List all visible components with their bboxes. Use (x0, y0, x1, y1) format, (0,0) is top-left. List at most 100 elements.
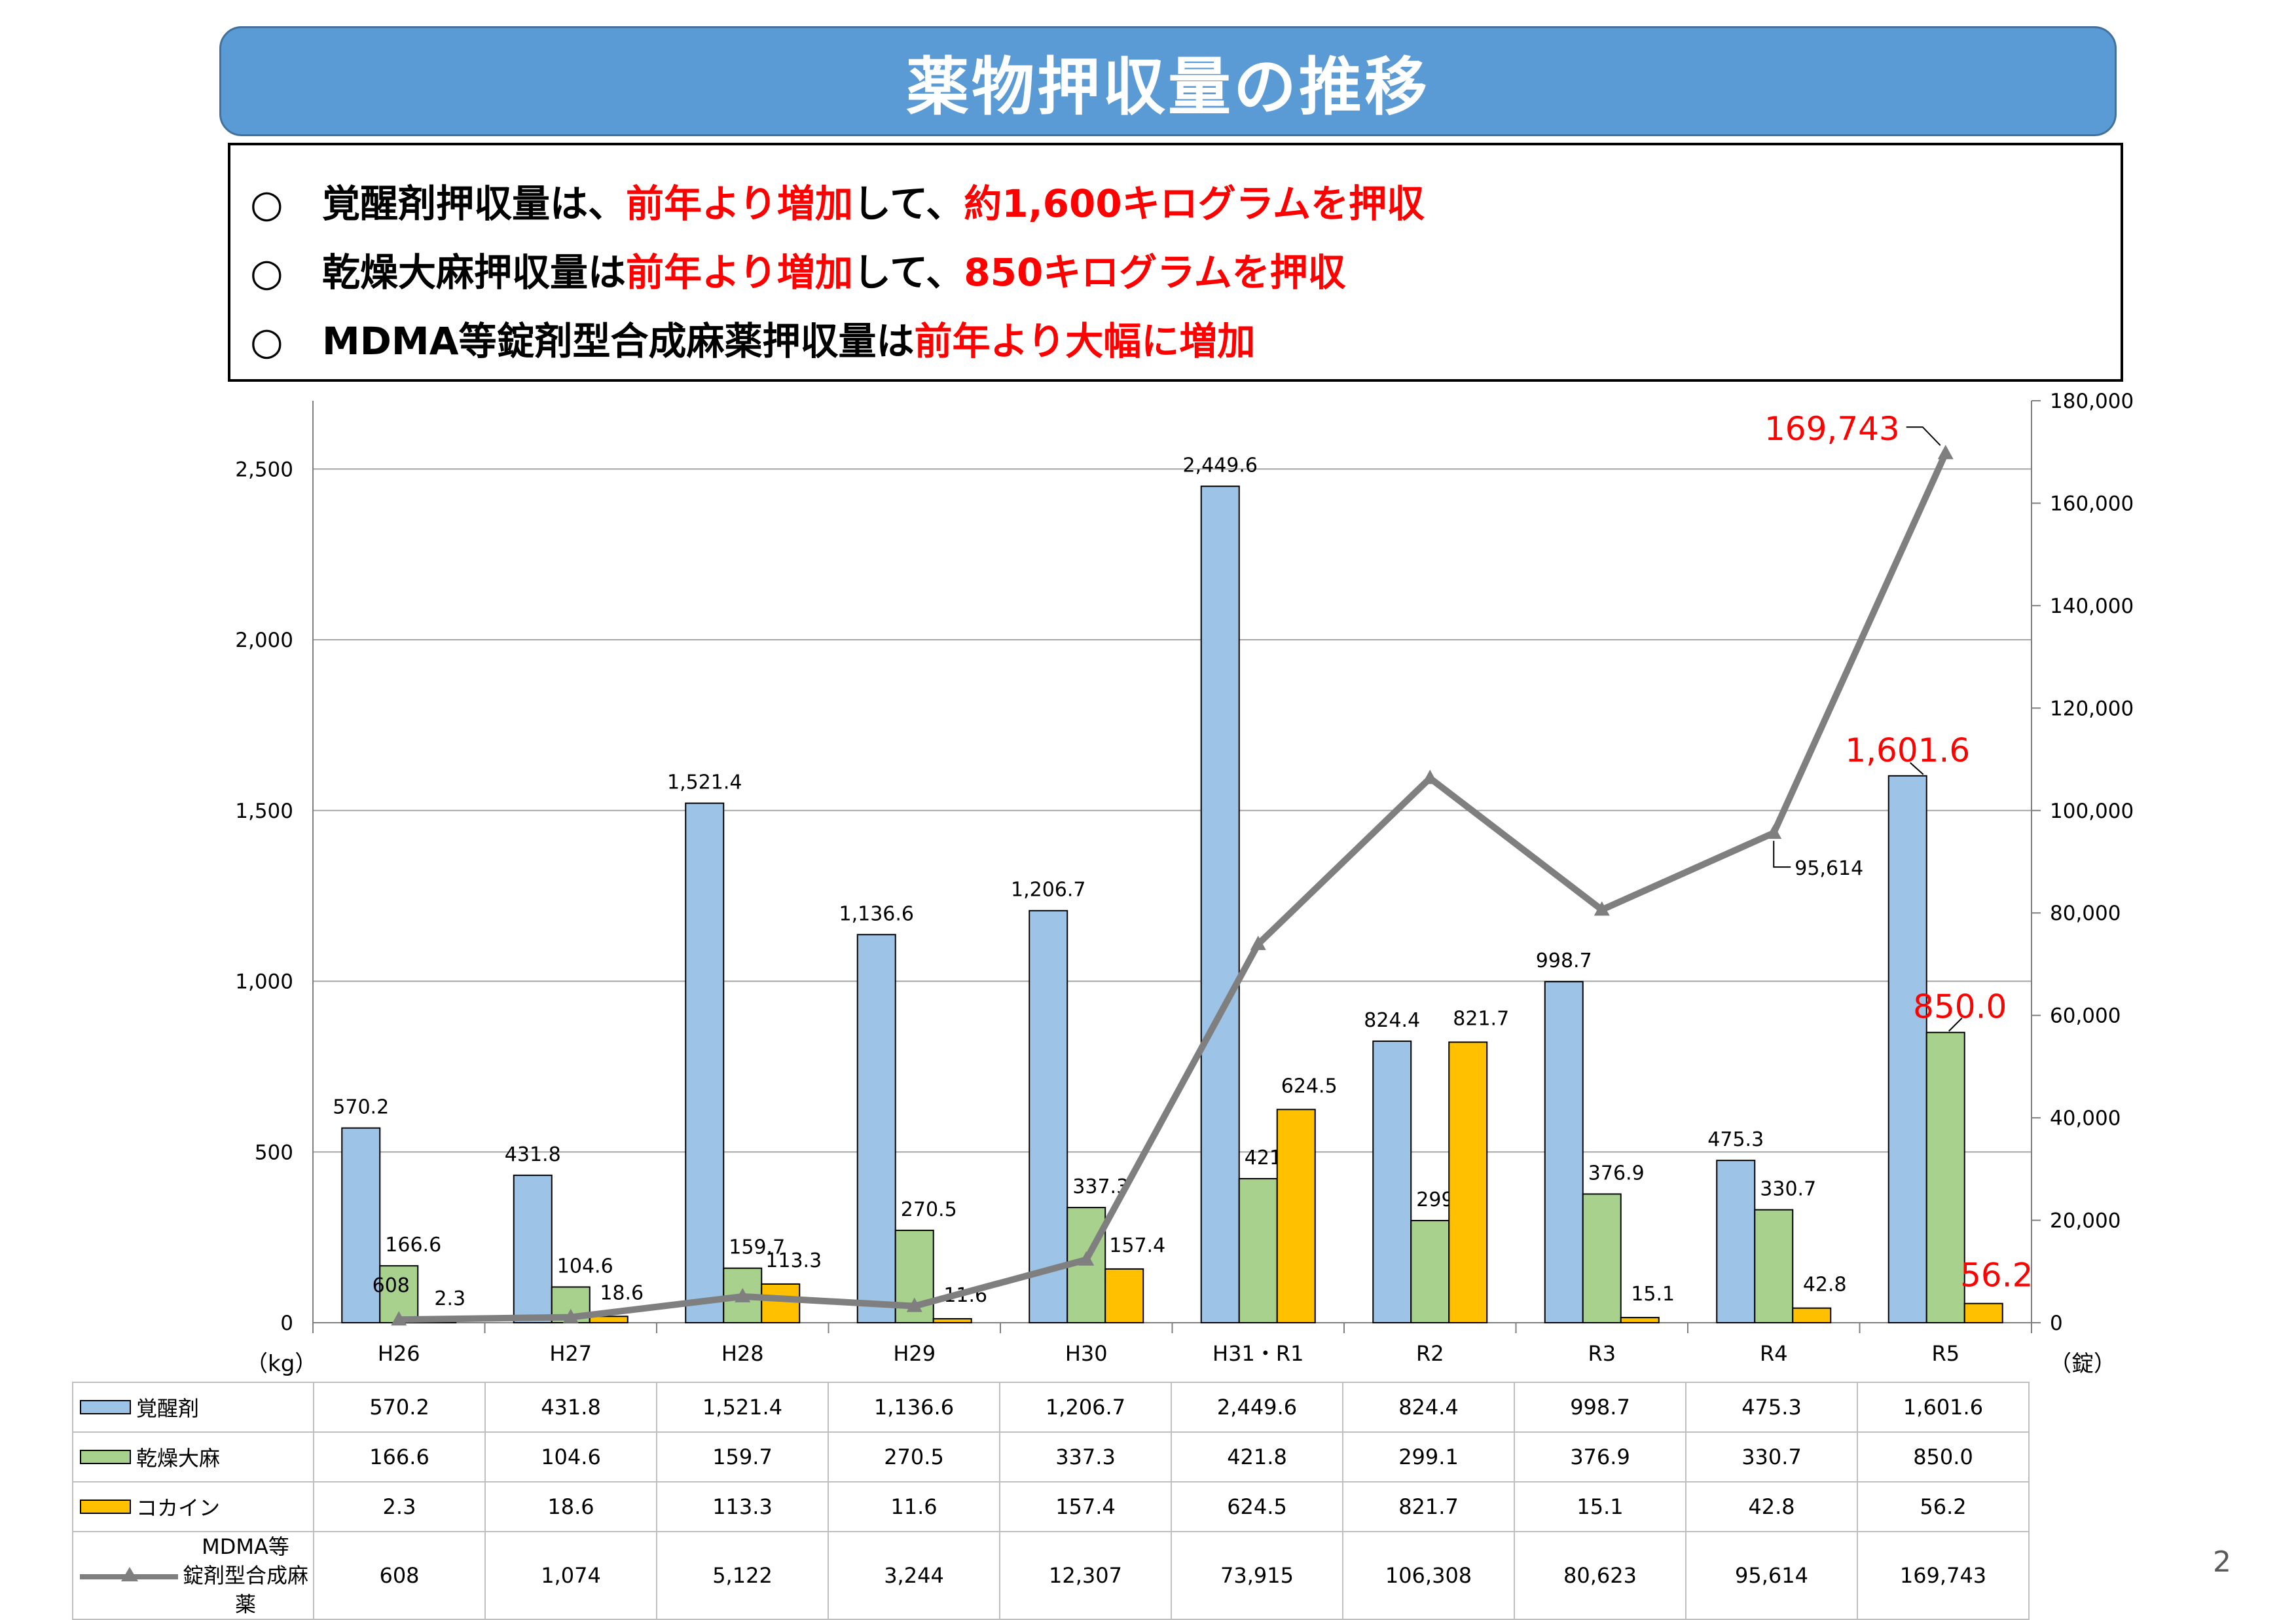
table-cell: 824.4 (1342, 1382, 1515, 1433)
summary-highlight: 前年より大幅に増加 (914, 319, 1256, 363)
left-axis-tick-label: 2,500 (235, 458, 293, 481)
data-label-cocaine: 821.7 (1453, 1007, 1509, 1030)
summary-highlight: 前年より増加 (626, 250, 853, 295)
table-cell: 166.6 (313, 1431, 486, 1482)
data-label-cannabis: 376.9 (1588, 1162, 1645, 1185)
bar-cannabis (1754, 1209, 1794, 1323)
data-label-cocaine: 15.1 (1631, 1283, 1675, 1306)
summary-line-3: ○ MDMA等錠剤型合成麻薬押収量は前年より大幅に増加 (250, 310, 1255, 365)
x-axis-category-label: R5 (1931, 1341, 1959, 1366)
table-cell: 1,136.6 (828, 1382, 1000, 1433)
bar-stimulant (685, 802, 725, 1323)
summary-line-2: ○ 乾燥大麻押収量は前年より増加して、850キログラムを押収 (250, 242, 1346, 297)
x-axis-category-label: H30 (1065, 1341, 1108, 1366)
table-row: 乾燥大麻 166.6 104.6 159.7 270.5 337.3 421.8… (72, 1431, 2030, 1482)
title-banner: 薬物押収量の推移 (219, 26, 2117, 136)
right-axis-tick-label: 160,000 (2050, 492, 2134, 515)
x-axis-category-label: R4 (1760, 1341, 1788, 1366)
legend-cell-mdma: MDMA等 錠剤型合成麻薬 (72, 1531, 314, 1620)
data-label-cocaine: 157.4 (1109, 1234, 1165, 1257)
summary-text: 覚醒剤押収量は、 (322, 181, 627, 226)
right-axis-tick-label: 60,000 (2050, 1004, 2121, 1028)
table-cell: 1,206.7 (999, 1382, 1172, 1433)
table-cell: 18.6 (484, 1481, 657, 1532)
table-cell: 73,915 (1171, 1531, 1343, 1620)
point-mdma (1937, 445, 1954, 460)
legend-cell-stimulant: 覚醒剤 (72, 1382, 314, 1433)
legend-cell-cannabis: 乾燥大麻 (72, 1431, 314, 1482)
leader-line (1948, 1018, 1963, 1032)
point-mdma (391, 1311, 407, 1326)
table-cell: 998.7 (1514, 1382, 1686, 1433)
bar-cannabis (1925, 1031, 1965, 1323)
bar-stimulant (1372, 1040, 1412, 1324)
right-axis-tick-label: 0 (2050, 1312, 2063, 1335)
bar-cocaine (1620, 1317, 1660, 1323)
table-cell: 104.6 (484, 1431, 657, 1482)
bar-cannabis (1410, 1220, 1450, 1324)
summary-text: して、 (852, 250, 964, 295)
bar-cocaine (761, 1283, 801, 1323)
data-label-stimulant: 1,521.4 (667, 771, 742, 794)
data-label-cannabis: 166.6 (385, 1234, 441, 1257)
data-label-cannabis: 270.5 (901, 1198, 957, 1221)
legend-label: コカイン (136, 1496, 221, 1520)
table-cell: 337.3 (999, 1431, 1172, 1482)
right-axis-unit: （錠） (2049, 1351, 2116, 1377)
bar-cannabis (1582, 1193, 1622, 1323)
data-label-stimulant: 1,206.7 (1011, 879, 1086, 902)
bar-stimulant (513, 1174, 553, 1324)
table-cell: 1,601.6 (1857, 1382, 2030, 1433)
data-label-cannabis: 330.7 (1760, 1178, 1816, 1201)
point-mdma (562, 1308, 579, 1323)
data-label-stimulant: 475.3 (1707, 1128, 1764, 1151)
bar-cocaine (1104, 1268, 1144, 1324)
table-cell: 159.7 (656, 1431, 829, 1482)
bar-cocaine (1276, 1109, 1316, 1324)
left-axis-tick-label: 1,500 (235, 800, 293, 823)
right-axis-tick-label: 20,000 (2050, 1209, 2121, 1233)
table-cell: 2,449.6 (1171, 1382, 1343, 1433)
right-axis-tick-label: 100,000 (2050, 800, 2134, 823)
data-label-stimulant: 431.8 (505, 1143, 561, 1166)
data-table: 覚醒剤 570.2 431.8 1,521.4 1,136.6 1,206.7 … (72, 1382, 2030, 1620)
bar-stimulant (856, 934, 896, 1324)
table-cell: 1,074 (484, 1531, 657, 1620)
data-label-cocaine: 18.6 (600, 1281, 644, 1304)
bar-cannabis (1238, 1178, 1278, 1323)
table-cell: 821.7 (1342, 1481, 1515, 1532)
table-cell: 330.7 (1685, 1431, 1858, 1482)
point-mdma (906, 1297, 922, 1312)
table-cell: 80,623 (1514, 1531, 1686, 1620)
data-label-stimulant: 1,601.6 (1845, 731, 1970, 769)
left-axis-tick-label: 500 (255, 1141, 293, 1164)
data-label-stimulant: 998.7 (1536, 949, 1592, 972)
point-mdma (1250, 935, 1266, 950)
data-label-mdma: 95,614 (1795, 857, 1863, 880)
left-axis-tick-label: 2,000 (235, 629, 293, 652)
table-row: コカイン 2.3 18.6 113.3 11.6 157.4 624.5 821… (72, 1481, 2030, 1532)
table-cell: 270.5 (828, 1431, 1000, 1482)
bar-stimulant (1887, 775, 1927, 1323)
table-cell: 95,614 (1685, 1531, 1858, 1620)
data-label-cocaine: 56.2 (1960, 1257, 2033, 1295)
x-axis-category-label: H27 (549, 1341, 592, 1366)
x-axis-category-label: R2 (1416, 1341, 1444, 1366)
bullet-icon: ○ (250, 319, 283, 363)
summary-text: して、 (852, 181, 964, 226)
left-axis-tick-label: 0 (280, 1312, 293, 1335)
table-cell: 608 (313, 1531, 486, 1620)
right-axis-tick-label: 120,000 (2050, 697, 2134, 720)
line-mdma (399, 452, 1949, 1323)
summary-highlight: 約1,600キログラムを押収 (964, 181, 1425, 226)
bullet-icon: ○ (250, 250, 283, 295)
data-label-cannabis: 159.7 (729, 1236, 785, 1259)
leader-line (1906, 426, 1941, 446)
right-axis-tick-label: 140,000 (2050, 595, 2134, 618)
bar-cocaine (1963, 1302, 2003, 1324)
bar-stimulant (1544, 981, 1584, 1323)
summary-highlight: 前年より増加 (626, 181, 853, 226)
leader-line (1773, 841, 1791, 868)
legend-label: 乾燥大麻 (136, 1446, 221, 1471)
